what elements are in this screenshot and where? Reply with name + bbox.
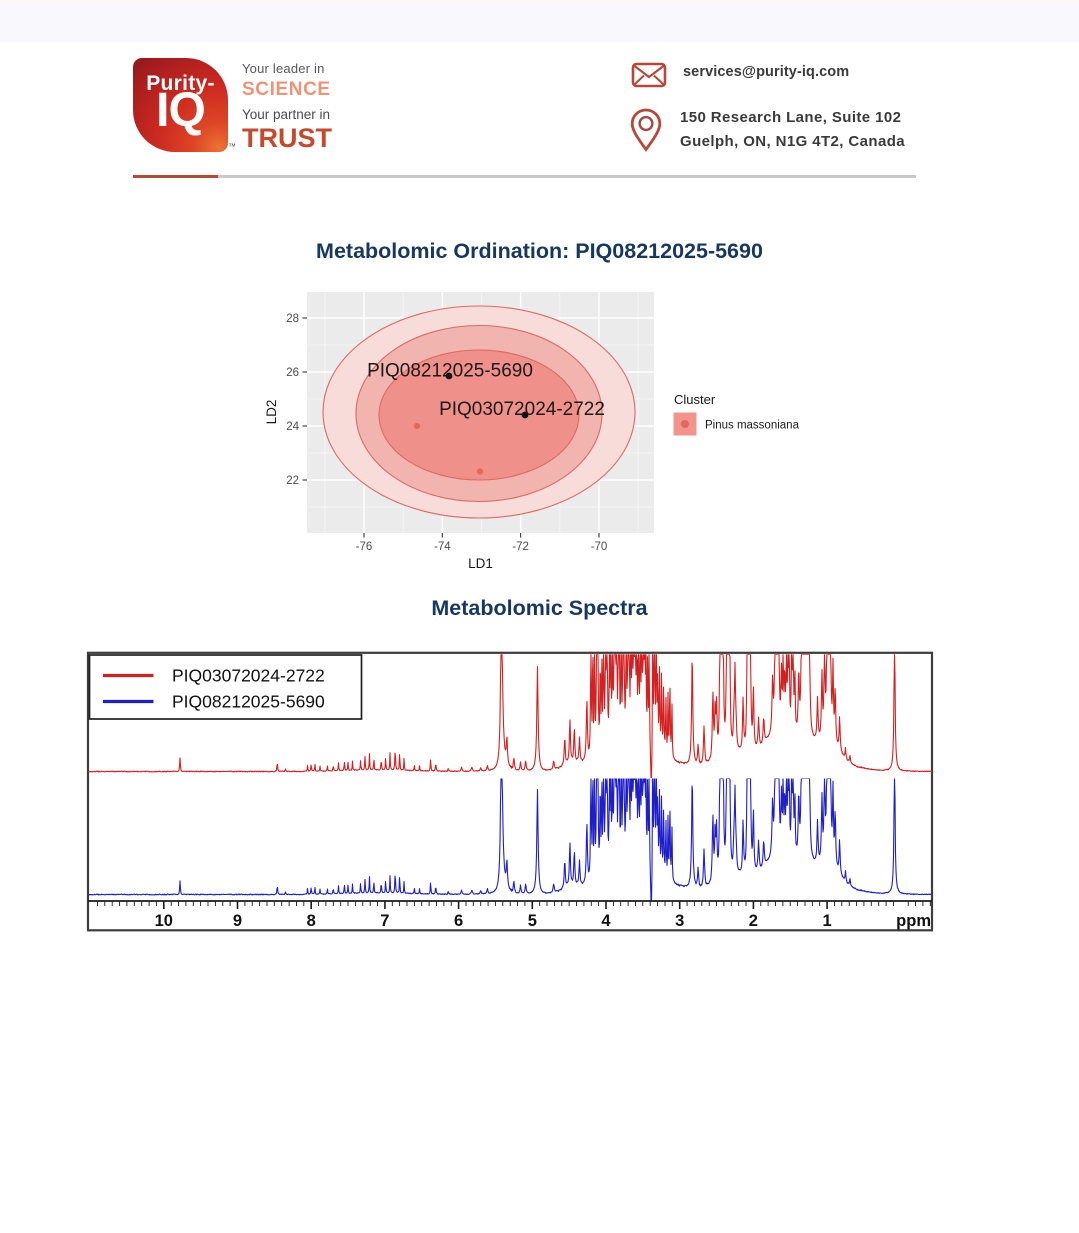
svg-text:9: 9 [233,912,242,930]
svg-text:22: 22 [286,475,299,487]
svg-text:10: 10 [155,912,173,930]
svg-text:Cluster: Cluster [674,392,716,407]
svg-text:7: 7 [380,912,389,930]
svg-text:-72: -72 [512,541,529,553]
svg-text:-74: -74 [434,541,451,553]
svg-text:-76: -76 [356,541,373,553]
svg-text:PIQ08212025-5690: PIQ08212025-5690 [172,692,325,712]
svg-text:LD2: LD2 [264,400,279,425]
svg-text:-70: -70 [591,541,608,553]
svg-text:LD1: LD1 [468,556,493,571]
svg-text:1: 1 [823,912,832,930]
svg-text:8: 8 [307,912,316,930]
svg-text:6: 6 [454,912,463,930]
svg-text:Pinus massoniana: Pinus massoniana [705,420,800,432]
svg-text:28: 28 [286,313,299,325]
svg-text:PIQ08212025-5690: PIQ08212025-5690 [367,361,533,382]
svg-text:2: 2 [749,912,758,930]
svg-text:PIQ03072024-2722: PIQ03072024-2722 [172,666,325,686]
svg-text:ppm: ppm [896,912,931,930]
svg-text:PIQ03072024-2722: PIQ03072024-2722 [439,399,605,420]
svg-text:26: 26 [286,367,299,379]
svg-text:4: 4 [601,912,611,930]
svg-text:24: 24 [286,421,299,433]
svg-text:5: 5 [528,912,537,930]
svg-text:3: 3 [675,912,684,930]
